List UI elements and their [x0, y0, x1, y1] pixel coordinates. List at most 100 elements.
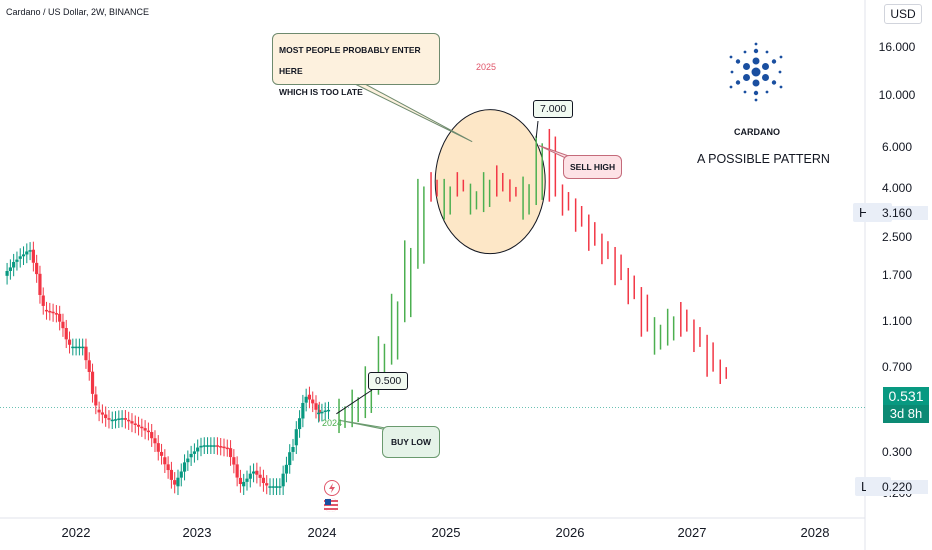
target-pointer: [535, 120, 539, 138]
entry-price-tag[interactable]: 0.500: [368, 372, 409, 390]
cardano-logo-icon: [729, 42, 783, 102]
candle-body: [291, 447, 295, 452]
candle-body: [278, 486, 282, 488]
candle-body: [130, 421, 134, 424]
candle-body: [199, 445, 203, 448]
candle-body: [107, 418, 111, 420]
sell-high-note[interactable]: SELL HIGH: [563, 155, 623, 179]
candle-body: [71, 346, 75, 349]
x-tick: 2028: [800, 525, 830, 540]
candle-body: [159, 451, 164, 456]
candle-body: [192, 451, 197, 454]
candle-body: [320, 411, 324, 414]
candle-body: [136, 424, 141, 427]
candle-body: [18, 256, 22, 259]
candle-body: [326, 409, 331, 412]
candle-body: [238, 477, 243, 485]
y-tick: 2.500: [881, 230, 913, 244]
candle-body: [84, 346, 88, 361]
current-price-label: 0.531: [883, 387, 929, 405]
candle-body: [323, 410, 327, 412]
candle-body: [74, 346, 78, 349]
candle-body: [297, 418, 302, 430]
candle-body: [307, 394, 312, 400]
candle-body: [117, 418, 121, 420]
candle-body: [271, 486, 275, 488]
candle-body: [222, 446, 226, 449]
candle-body: [228, 448, 233, 458]
symbol-header[interactable]: Cardano / US Dollar, 2W, BINANCE: [6, 7, 150, 17]
currency-selector[interactable]: USD: [884, 4, 922, 24]
candle-body: [123, 418, 127, 420]
candle-body: [225, 447, 229, 450]
candle-body: [314, 403, 318, 410]
y-tick: 4.000: [881, 181, 913, 195]
candle-body: [294, 429, 298, 446]
y-tick: 1.100: [881, 314, 913, 328]
candle-body: [268, 486, 272, 488]
candle-body: [28, 250, 32, 252]
candle-body: [110, 419, 114, 422]
candle-body: [235, 464, 239, 478]
y-tick: 1.700: [881, 268, 913, 282]
candle-body: [51, 311, 55, 314]
x-tick: 2025: [431, 525, 461, 540]
us-flag-event-icon[interactable]: [324, 498, 338, 512]
candle-body: [288, 452, 292, 466]
candle-body: [163, 457, 167, 465]
late-entry-note[interactable]: MOST PEOPLE PROBABLY ENTER HERE WHICH IS…: [272, 33, 440, 97]
candle-body: [150, 432, 154, 439]
candle-body: [265, 483, 269, 486]
candle-body: [317, 409, 321, 413]
candle-body: [261, 477, 266, 484]
candle-body: [58, 313, 62, 322]
candle-body: [12, 261, 16, 268]
candle-body: [90, 371, 95, 394]
candle-body: [133, 423, 137, 426]
low-value: 0.220: [866, 480, 928, 494]
x-tick: 2027: [677, 525, 707, 540]
candle-body: [15, 259, 19, 262]
y-tick: 6.000: [881, 140, 913, 154]
candle-body: [21, 254, 26, 257]
candle-layer: [5, 128, 727, 496]
candle-body: [209, 445, 213, 447]
candle-body: [176, 477, 180, 487]
candle-body: [35, 262, 39, 275]
candle-body: [48, 310, 52, 313]
candle-body: [258, 474, 262, 478]
candle-body: [196, 447, 200, 452]
x-tick: 2024: [307, 525, 337, 540]
candle-body: [31, 249, 35, 263]
candle-body: [215, 445, 220, 447]
lightning-event-icon[interactable]: [324, 480, 340, 496]
candle-body: [146, 430, 151, 433]
candle-body: [169, 469, 174, 480]
candle-body: [232, 457, 236, 465]
candle-body: [186, 458, 190, 463]
y-tick: 10.000: [878, 88, 916, 102]
buy-low-note[interactable]: BUY LOW: [382, 426, 440, 458]
candle-body: [44, 309, 49, 312]
candle-body: [104, 414, 108, 419]
candle-body: [248, 473, 252, 479]
candle-body: [242, 481, 246, 487]
x-tick: 2022: [61, 525, 91, 540]
candle-body: [113, 419, 118, 421]
candle-body: [179, 471, 183, 478]
candle-body: [202, 445, 206, 447]
candle-body: [156, 443, 160, 452]
high-value: 3.160: [866, 206, 928, 220]
y-tick: 0.700: [881, 360, 913, 374]
year-2024-label: 2024: [322, 418, 343, 428]
candle-body: [97, 409, 101, 413]
candle-body: [301, 402, 305, 419]
candle-body: [94, 394, 98, 406]
candle-body: [284, 464, 289, 474]
candle-body: [189, 453, 193, 458]
candle-body: [61, 321, 65, 329]
candle-body: [41, 295, 45, 306]
target-price-tag[interactable]: 7.000: [533, 100, 574, 118]
candle-body: [281, 473, 285, 487]
